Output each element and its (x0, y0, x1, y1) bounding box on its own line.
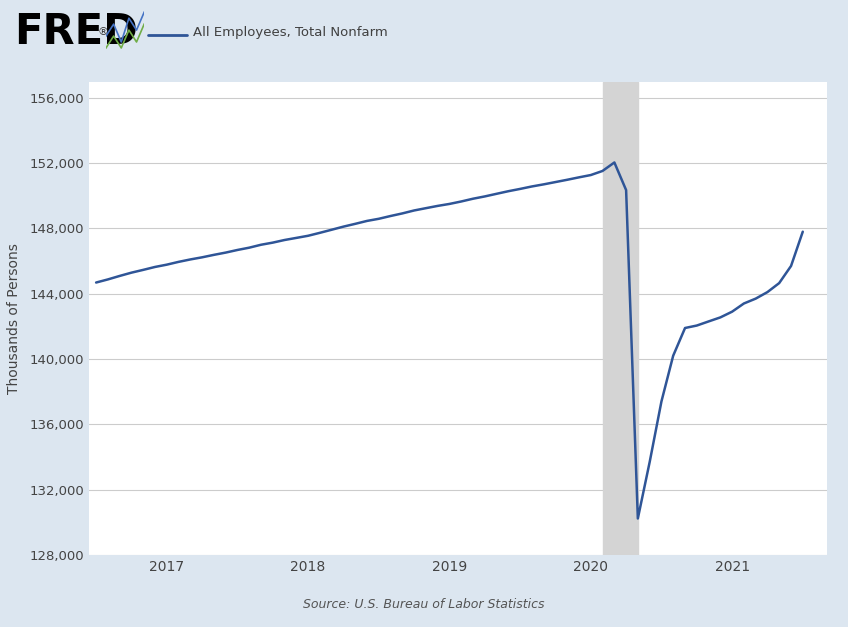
Text: FRED: FRED (14, 11, 138, 53)
Y-axis label: Thousands of Persons: Thousands of Persons (7, 243, 21, 394)
Bar (603, 82, 638, 555)
Text: All Employees, Total Nonfarm: All Employees, Total Nonfarm (193, 26, 388, 39)
Text: Source: U.S. Bureau of Labor Statistics: Source: U.S. Bureau of Labor Statistics (304, 598, 544, 611)
Text: ®: ® (98, 28, 109, 38)
